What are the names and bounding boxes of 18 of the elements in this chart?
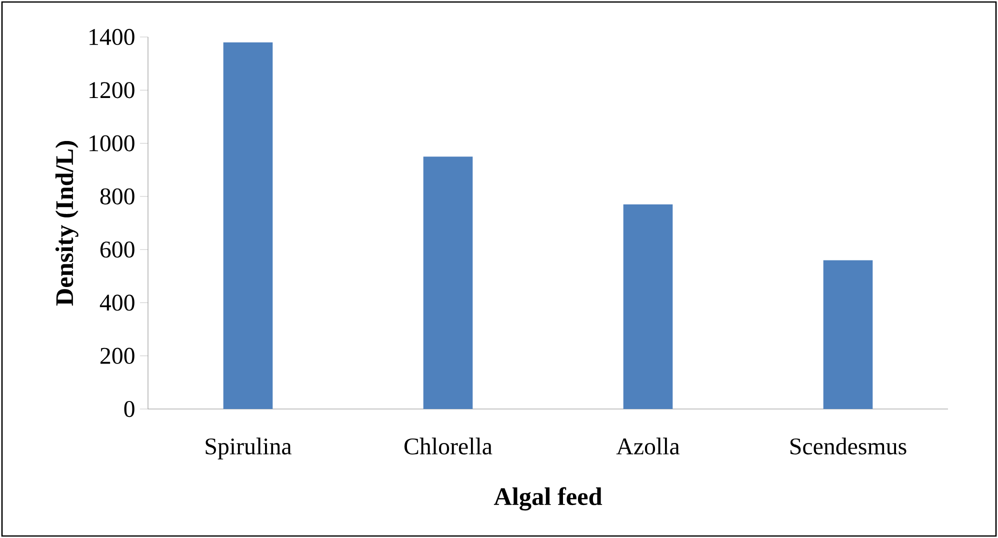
y-tick-label: 600 (100, 242, 134, 258)
bar (223, 42, 273, 409)
y-tick-label: 800 (100, 188, 134, 204)
y-axis-title: Density (Ind/L) (55, 141, 78, 306)
y-tick-label: 1000 (90, 135, 134, 152)
x-tick-label: Chlorella (404, 438, 492, 455)
x-tick-label: Scendesmus (790, 438, 906, 455)
x-tick-label: Azolla (616, 438, 680, 455)
y-tick-label: 400 (100, 294, 134, 311)
bar (823, 260, 873, 409)
bar (423, 156, 473, 409)
bar (623, 204, 673, 409)
y-tick-label: 0 (124, 400, 134, 418)
y-tick-label: 200 (100, 348, 134, 364)
x-tick-label: Spirulina (206, 438, 292, 460)
x-axis-title: Algal feed (494, 487, 602, 510)
y-tick-label: 1400 (90, 28, 134, 46)
y-tick-label: 1200 (90, 82, 134, 98)
